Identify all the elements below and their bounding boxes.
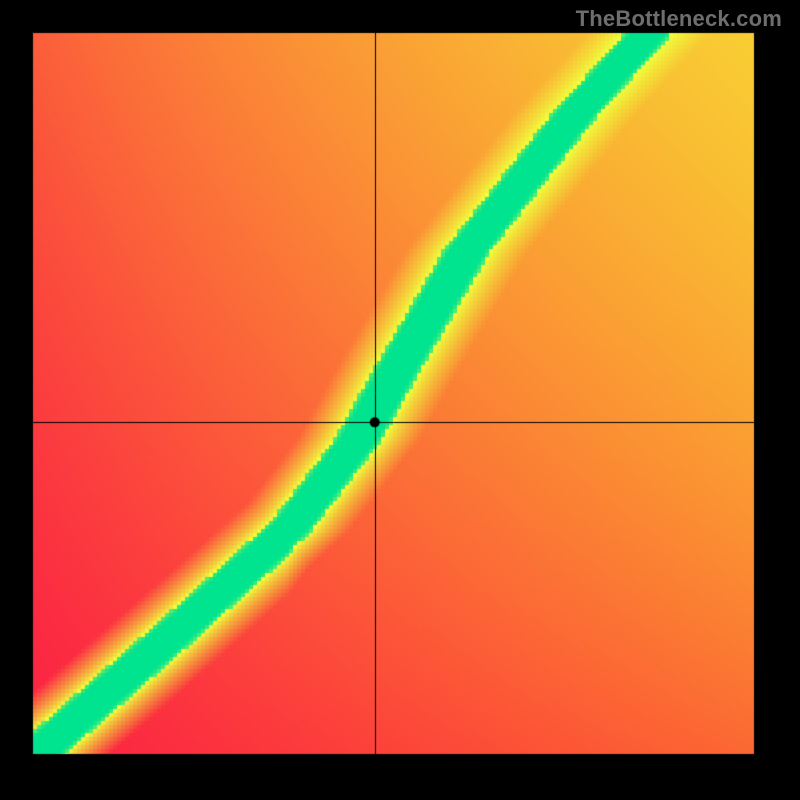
- watermark-text: TheBottleneck.com: [576, 6, 782, 32]
- heatmap-canvas: [0, 0, 800, 800]
